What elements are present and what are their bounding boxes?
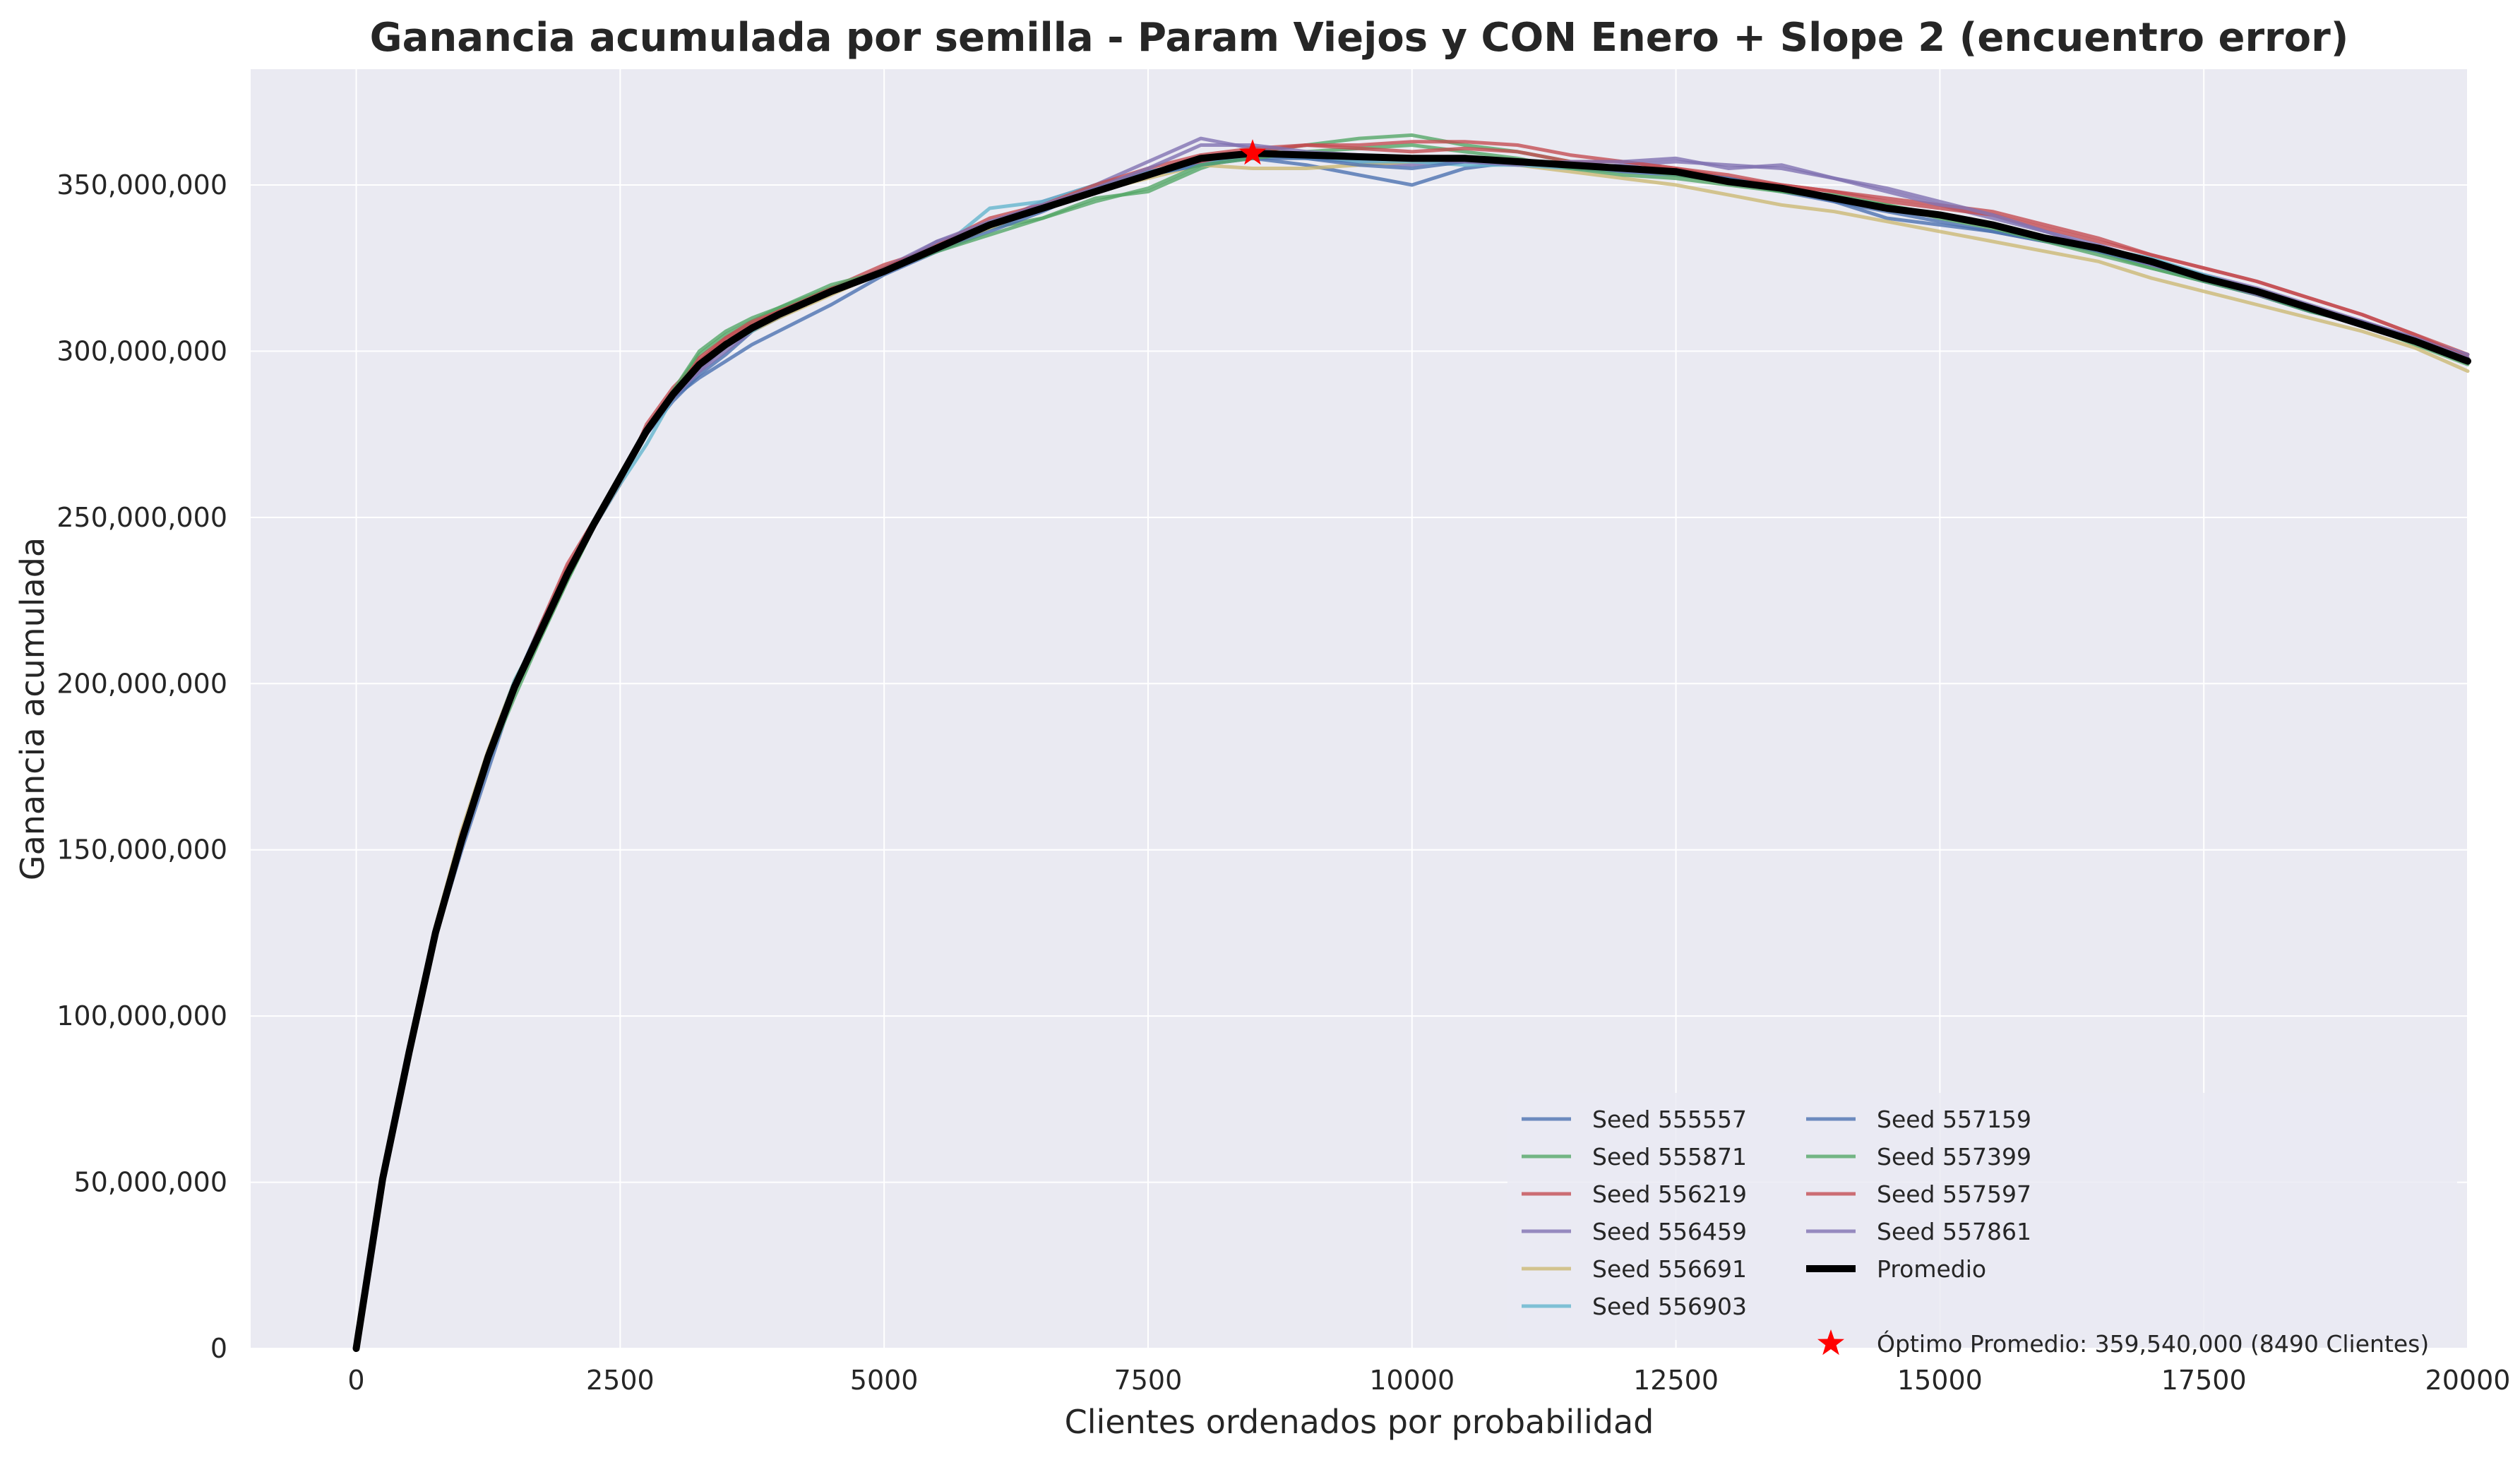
- x-tick-label: 12500: [1633, 1365, 1719, 1396]
- y-tick-label: 0: [210, 1333, 227, 1364]
- legend-entry-label: Seed 557399: [1877, 1143, 2031, 1171]
- legend-optimum-label: Óptimo Promedio: 359,540,000 (8490 Clien…: [1877, 1329, 2429, 1358]
- legend-entry-label: Seed 557861: [1877, 1218, 2031, 1245]
- y-axis-ticks: 0 50,000,000 100,000,000 150,000,000 200,000…: [56, 169, 227, 1364]
- optimum-marker-group: [1239, 139, 1266, 165]
- y-tick-label: 200,000,000: [56, 668, 227, 699]
- x-tick-label: 15000: [1897, 1365, 1983, 1396]
- legend-entry-label: Promedio: [1877, 1255, 1986, 1283]
- legend: Seed 555557 Seed 555871 Seed 556219 Seed 55…: [1507, 1093, 2457, 1358]
- x-axis-ticks: 0 2500 5000 7500 10000 12500 15000 17500 20000: [347, 1365, 2510, 1396]
- x-tick-label: 17500: [2161, 1365, 2247, 1396]
- x-axis-label: Clientes ordenados por probabilidad: [1065, 1403, 1654, 1441]
- legend-entry-label: Seed 556691: [1592, 1255, 1747, 1283]
- y-tick-label: 300,000,000: [56, 335, 227, 366]
- x-tick-label: 20000: [2425, 1365, 2511, 1396]
- legend-entry-label: Seed 557159: [1877, 1106, 2031, 1133]
- legend-optimum-star-icon: [1817, 1329, 1844, 1356]
- legend-box: [1507, 1093, 2457, 1340]
- legend-entry-label: Seed 556459: [1592, 1218, 1747, 1245]
- legend-entry-label: Seed 557597: [1877, 1180, 2031, 1208]
- x-tick-label: 10000: [1369, 1365, 1455, 1396]
- x-tick-label: 2500: [586, 1365, 655, 1396]
- legend-entry-label: Seed 556903: [1592, 1293, 1747, 1320]
- y-tick-label: 100,000,000: [56, 1000, 227, 1031]
- x-tick-label: 7500: [1114, 1365, 1183, 1396]
- legend-entry-label: Seed 556219: [1592, 1180, 1747, 1208]
- series-line-promedio: [352, 150, 2471, 1352]
- y-tick-label: 350,000,000: [56, 169, 227, 201]
- legend-entry-label: Seed 555871: [1592, 1143, 1747, 1171]
- x-tick-label: 0: [347, 1365, 364, 1396]
- y-tick-label: 50,000,000: [73, 1167, 227, 1198]
- x-tick-label: 5000: [850, 1365, 919, 1396]
- y-axis-label: Ganancia acumulada: [13, 537, 52, 880]
- series-group: [352, 133, 2471, 1352]
- y-tick-label: 150,000,000: [56, 834, 227, 866]
- optimum-star-marker: [1239, 139, 1266, 165]
- chart-title: Ganancia acumulada por semilla - Param V…: [370, 15, 2349, 61]
- y-tick-label: 250,000,000: [56, 502, 227, 533]
- legend-entry-label: Seed 555557: [1592, 1106, 1747, 1133]
